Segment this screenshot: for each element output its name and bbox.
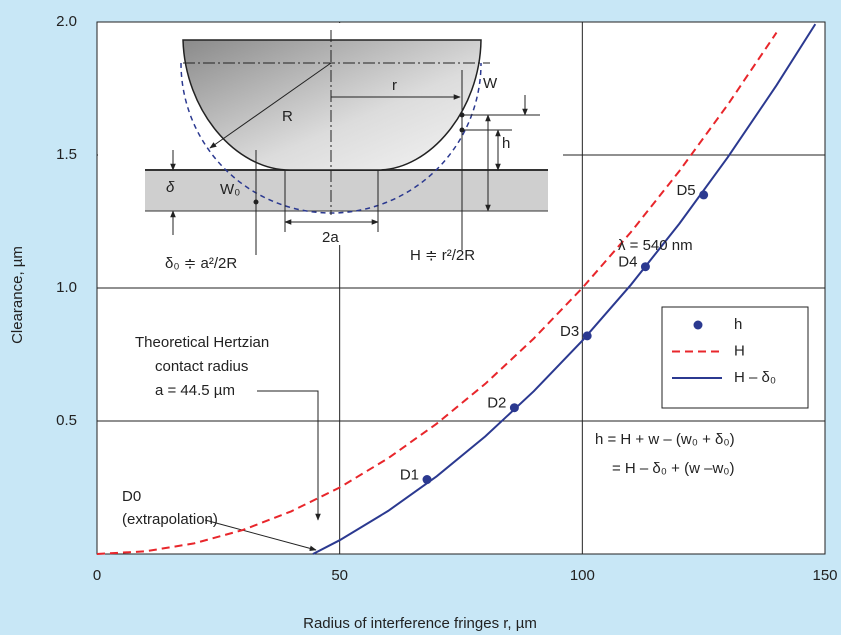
diagram-label: H ≑ r²/2R (410, 247, 475, 264)
series-line (96, 32, 778, 555)
point-label: D5 (676, 182, 695, 199)
x-tick-label: 150 (812, 567, 837, 584)
annotation-arrow (257, 390, 321, 521)
legend-label: H (734, 342, 745, 359)
legend-symbol (693, 320, 703, 330)
legend-label: H – δ₀ (734, 369, 776, 386)
annotation: λ = 540 nm (618, 237, 693, 254)
x-tick-label: 50 (331, 567, 348, 584)
legend (661, 306, 809, 409)
annotation-arrow (204, 519, 317, 552)
diagram-label: W₀ (220, 181, 240, 198)
y-tick-label: 2.0 (56, 13, 77, 30)
annotation: a = 44.5 µm (155, 382, 235, 399)
point (459, 112, 465, 118)
annotation: D0 (122, 488, 141, 505)
x-tick-label: 0 (93, 567, 101, 584)
x-tick-label: 100 (570, 567, 595, 584)
diagram-label: h (502, 135, 510, 152)
plate (145, 170, 548, 211)
legend-label: h (734, 316, 742, 333)
annotation: h = H + w – (w₀ + δ₀) (595, 431, 735, 448)
series-line (312, 23, 817, 555)
point-label: D4 (618, 254, 637, 271)
diagram-label: δ₀ ≑ a²/2R (165, 255, 237, 272)
radius-line (209, 62, 332, 149)
annotation: = H – δ₀ + (w –w₀) (612, 460, 735, 477)
point-label: D2 (487, 395, 506, 412)
point-label: D1 (400, 466, 419, 483)
data-point (509, 403, 519, 413)
diagram-label: 2a (322, 229, 339, 246)
diagram-label: r (392, 77, 397, 94)
y-axis-label: Clearance, µm (9, 246, 26, 344)
x-axis-label: Radius of interference fringes r, µm (303, 615, 537, 632)
y-tick-label: 1.0 (56, 279, 77, 296)
y-tick-label: 0.5 (56, 412, 77, 429)
diagram-label: W (483, 75, 498, 92)
diagram-label: R (282, 108, 293, 125)
annotation: Theoretical Hertzian (135, 334, 269, 351)
y-tick-label: 1.5 (56, 146, 77, 163)
point-label: D3 (560, 323, 579, 340)
annotation: (extrapolation) (122, 511, 218, 528)
point (253, 199, 259, 205)
annotation: contact radius (155, 358, 248, 375)
point (459, 127, 465, 133)
diagram-label: δ (166, 179, 175, 196)
inset-diagram: R r W h δ W₀ 2a δ₀ ≑ a²/2R H ≑ r²/2R (98, 23, 563, 272)
